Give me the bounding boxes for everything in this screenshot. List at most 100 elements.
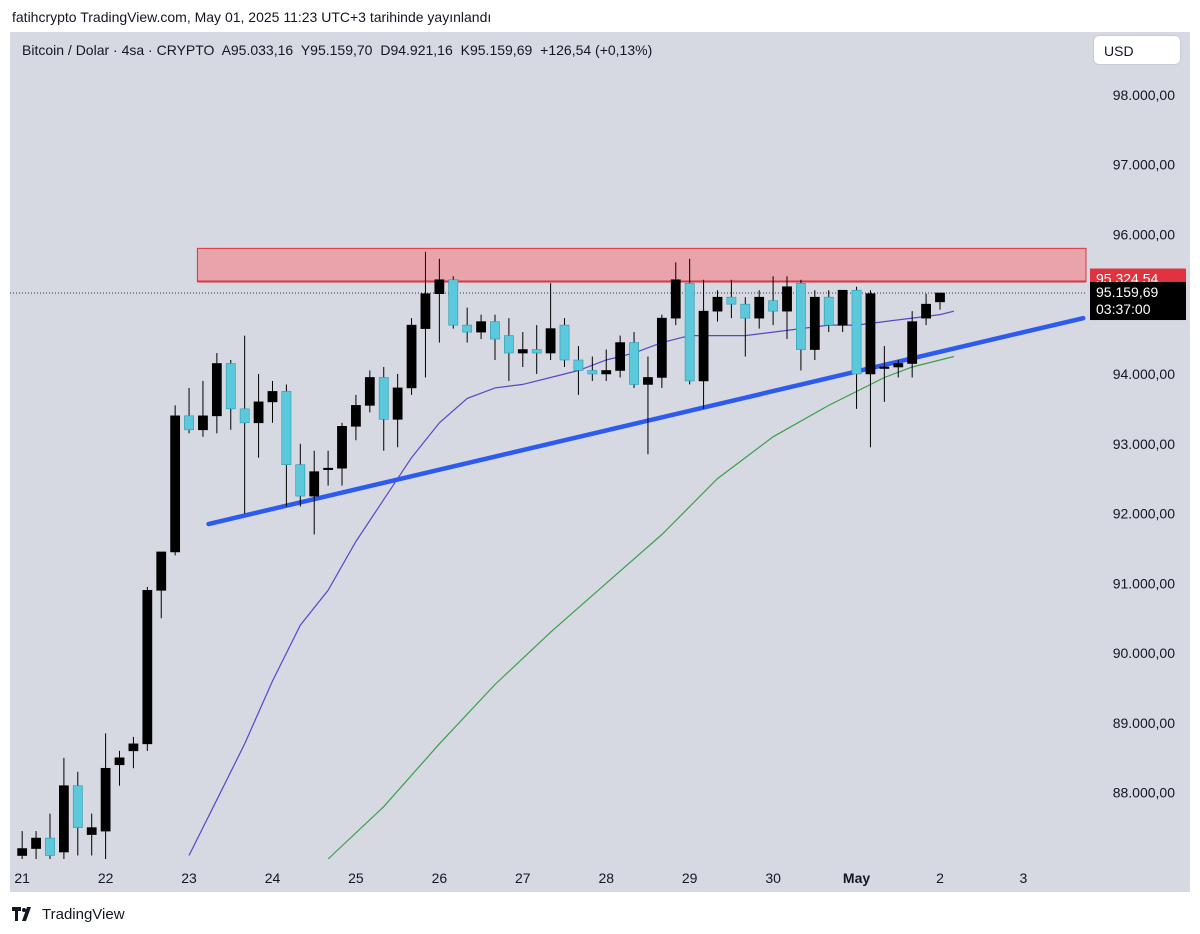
candle-body [517, 349, 528, 354]
candle [476, 314, 486, 340]
candle [392, 373, 403, 448]
candle-body [156, 551, 167, 591]
y-tick-label: 89.000,00 [1113, 715, 1175, 731]
x-tick-label: 29 [682, 870, 698, 886]
candle-body [392, 387, 403, 420]
published-info: fatihcrypto TradingView.com, May 01, 202… [12, 9, 492, 25]
x-tick-label: 3 [1020, 870, 1028, 886]
candle [420, 251, 431, 378]
candle [698, 279, 709, 409]
candle-body [587, 370, 598, 375]
candle-body [100, 767, 111, 832]
chart-area[interactable]: 88.000,00 89.000,00 90.000,00 91.000,00 92.0… [10, 32, 1190, 892]
candle-body [809, 296, 820, 350]
candle-body [907, 321, 918, 364]
candle [434, 258, 445, 343]
x-tick-label: 23 [181, 870, 197, 886]
candle [406, 318, 417, 395]
candle [531, 325, 542, 374]
candle-body [476, 321, 486, 333]
candle [156, 551, 167, 619]
symbol-name: Bitcoin / Dolar · 4sa · CRYPTO [22, 42, 215, 58]
candle [281, 384, 292, 507]
candle-body [740, 303, 751, 319]
candle [837, 289, 848, 333]
candle-body [643, 377, 653, 385]
x-tick-label: 26 [432, 870, 448, 886]
open-value: A95.033,16 [221, 42, 294, 58]
candle [100, 733, 111, 859]
x-tick-label: 2 [936, 870, 944, 886]
candle-body [17, 848, 28, 856]
candle-body [267, 391, 278, 403]
candle-body [31, 837, 41, 849]
candle-body [490, 321, 500, 340]
candle-body [351, 405, 361, 427]
candle [573, 346, 584, 395]
candle-body [211, 363, 222, 417]
y-tick-label: 98.000,00 [1113, 87, 1175, 103]
candle [351, 394, 361, 441]
candle [656, 314, 667, 388]
candle [184, 387, 194, 434]
candle [545, 283, 556, 361]
candle [879, 346, 890, 402]
candle-body [559, 324, 570, 361]
candle-body [198, 415, 208, 431]
candle [768, 276, 778, 326]
candle [378, 366, 389, 451]
y-tick-label: 88.000,00 [1113, 785, 1175, 801]
candle [684, 258, 695, 385]
candle [865, 290, 876, 448]
candle [823, 290, 834, 333]
candle-body [629, 342, 639, 385]
candle-body [851, 289, 862, 375]
y-tick-label: 96.000,00 [1113, 226, 1175, 242]
candle-body [170, 415, 181, 553]
support-trendline [206, 315, 1086, 527]
x-tick-label: 21 [14, 870, 30, 886]
candle-body [309, 471, 320, 497]
y-tick-label: 97.000,00 [1113, 157, 1175, 173]
candle-body [86, 827, 97, 835]
candle-body [754, 296, 765, 319]
candle [239, 335, 250, 514]
candle [128, 736, 139, 769]
tradingview-logo-icon [12, 907, 31, 921]
candle [504, 318, 514, 381]
high-value: Y95.159,70 [300, 42, 373, 58]
candle-body [837, 289, 848, 326]
brand-name: TradingView [42, 905, 125, 923]
candle-body [601, 370, 612, 375]
x-tick-label: 30 [765, 870, 781, 886]
change-value: +126,54 (+0,13%) [540, 42, 653, 58]
price-chart[interactable]: 88.000,00 89.000,00 90.000,00 91.000,00 92.0… [10, 32, 1190, 892]
y-tick-label: 94.000,00 [1113, 366, 1175, 382]
candle-body [295, 464, 306, 497]
candle-body [698, 310, 709, 382]
candle [31, 831, 41, 859]
candle [142, 586, 153, 751]
candle-body [337, 426, 347, 469]
candle [337, 422, 347, 486]
slow-moving-average [327, 355, 955, 860]
low-value: D94.921,16 [380, 42, 453, 58]
candle [670, 262, 681, 326]
candle-body [504, 335, 514, 354]
candle-body [879, 366, 890, 369]
candle-body [935, 292, 945, 303]
candle-body [531, 349, 542, 354]
resistance-zone [196, 247, 1087, 283]
candle-body [712, 296, 723, 312]
candle-body [114, 757, 125, 766]
candle [45, 813, 55, 859]
candle-body [684, 282, 695, 382]
candle [253, 373, 264, 458]
candle [198, 380, 208, 437]
currency-button[interactable]: USD [1093, 35, 1181, 65]
candle-body [59, 785, 69, 853]
candle-body [420, 293, 431, 329]
candle-body [782, 286, 792, 312]
candle [448, 276, 459, 329]
candle [364, 370, 375, 413]
